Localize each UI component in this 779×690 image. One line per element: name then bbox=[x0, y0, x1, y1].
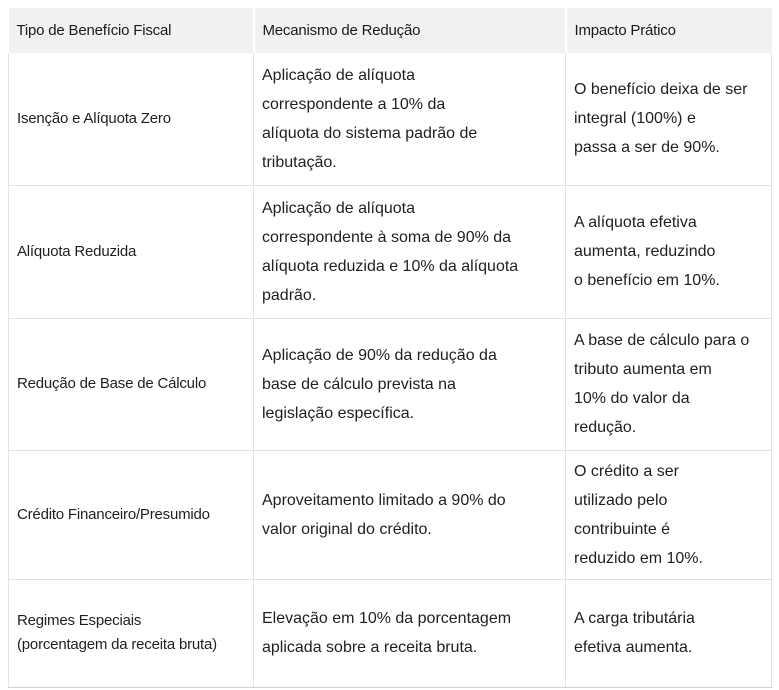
cell-tipo-beneficio: Alíquota Reduzida bbox=[8, 184, 254, 319]
cell-tipo-beneficio: Redução de Base de Cálculo bbox=[8, 317, 254, 451]
table-row: Redução de Base de Cálculo Aplicação de … bbox=[8, 317, 772, 451]
cell-mecanismo-reducao: Aplicação de alíquota correspondente a 1… bbox=[253, 53, 566, 186]
cell-impacto-pratico: O benefício deixa de ser integral (100%)… bbox=[565, 53, 772, 186]
cell-tipo-beneficio: Isenção e Alíquota Zero bbox=[8, 53, 254, 186]
cell-impacto-pratico: A alíquota efetiva aumenta, reduzindo o … bbox=[565, 184, 772, 319]
cell-impacto-pratico: A carga tributária efetiva aumenta. bbox=[565, 578, 772, 688]
header-row: Tipo de Benefício Fiscal Mecanismo de Re… bbox=[8, 8, 772, 53]
table-row: Alíquota Reduzida Aplicação de alíquota … bbox=[8, 184, 772, 319]
table-body: Isenção e Alíquota Zero Aplicação de alí… bbox=[8, 53, 772, 688]
tax-benefits-table: Tipo de Benefício Fiscal Mecanismo de Re… bbox=[8, 8, 772, 688]
cell-mecanismo-reducao: Aplicação de 90% da redução da base de c… bbox=[253, 317, 566, 451]
column-header-tipo-beneficio: Tipo de Benefício Fiscal bbox=[8, 8, 254, 53]
cell-mecanismo-reducao: Aproveitamento limitado a 90% do valor o… bbox=[253, 449, 566, 580]
column-header-impacto-pratico: Impacto Prático bbox=[564, 8, 772, 53]
table-header: Tipo de Benefício Fiscal Mecanismo de Re… bbox=[8, 8, 772, 53]
cell-tipo-beneficio: Crédito Financeiro/Presumido bbox=[8, 449, 254, 580]
cell-impacto-pratico: O crédito a ser utilizado pelo contribui… bbox=[565, 449, 772, 580]
cell-tipo-beneficio: Regimes Especiais (porcentagem da receit… bbox=[8, 578, 254, 688]
cell-mecanismo-reducao: Elevação em 10% da porcentagem aplicada … bbox=[253, 578, 566, 688]
table-row: Crédito Financeiro/Presumido Aproveitame… bbox=[8, 449, 772, 580]
cell-impacto-pratico: A base de cálculo para o tributo aumenta… bbox=[565, 317, 772, 451]
table-row: Isenção e Alíquota Zero Aplicação de alí… bbox=[8, 53, 772, 186]
table-row: Regimes Especiais (porcentagem da receit… bbox=[8, 578, 772, 688]
cell-mecanismo-reducao: Aplicação de alíquota correspondente à s… bbox=[253, 184, 566, 319]
column-header-mecanismo-reducao: Mecanismo de Redução bbox=[252, 8, 566, 53]
